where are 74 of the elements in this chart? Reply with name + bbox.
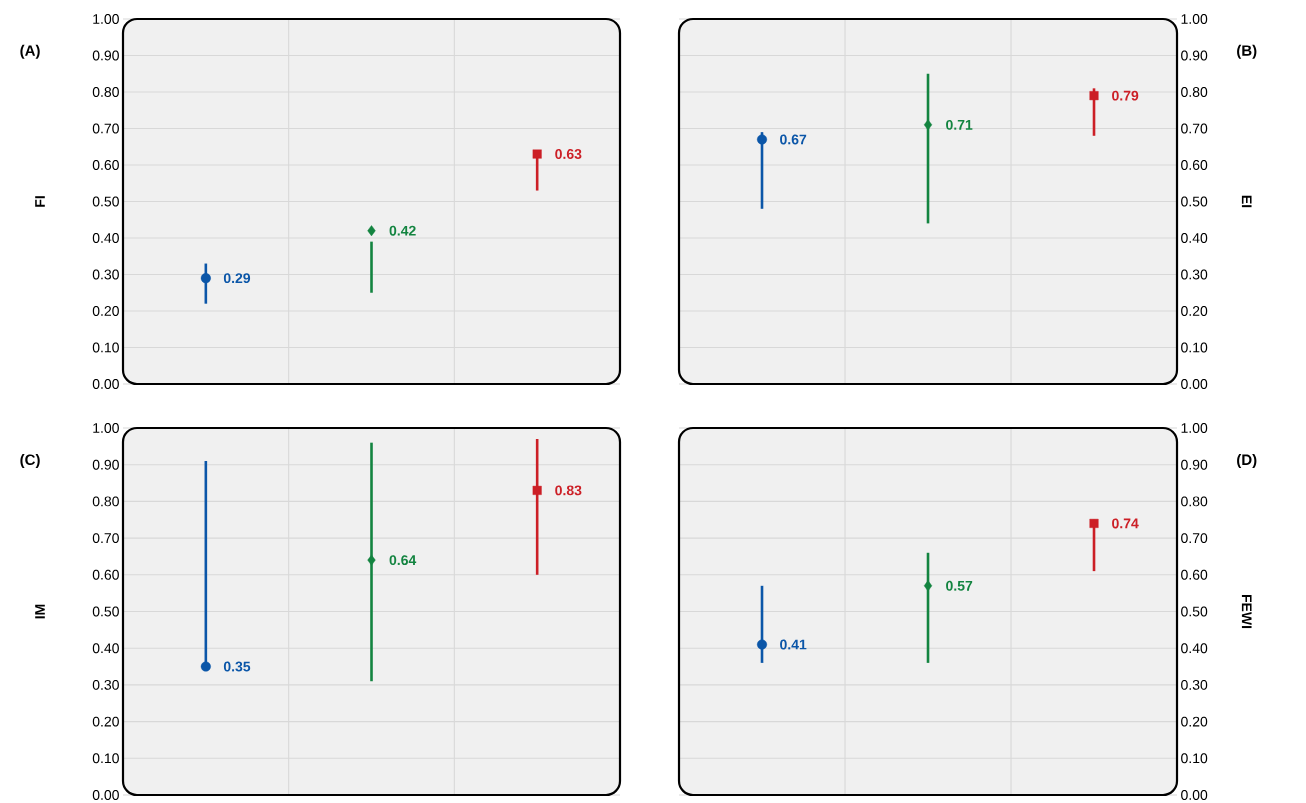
point (1089, 91, 1099, 101)
y-tick-label: 0.40 (92, 233, 119, 243)
data-label: 0.35 (223, 661, 251, 672)
point (200, 661, 211, 672)
y-tick-label: 0.60 (92, 569, 119, 580)
data-label: 0.42 (389, 225, 416, 236)
y2-axis-title: FEWI (1241, 594, 1252, 629)
y2-axis-title: EI (1241, 195, 1252, 208)
data-label: 0.79 (1112, 90, 1139, 101)
y-tick-label: 0.10 (92, 753, 119, 764)
text: (A) (20, 44, 40, 59)
y2-tick-label: 0.40 (1181, 233, 1208, 243)
y2-tick-label: 1.00 (1181, 14, 1208, 24)
y-tick-label: 0.00 (92, 790, 119, 800)
data-label: 0.74 (1112, 518, 1139, 529)
y2-tick-label: 0.20 (1181, 306, 1208, 316)
data-label: 0.63 (555, 149, 582, 160)
y-tick-label: 1.00 (93, 423, 119, 433)
data-label: 0.67 (780, 134, 807, 145)
y-tick-label: 0.80 (92, 496, 119, 507)
y-tick-label: 0.80 (92, 87, 119, 97)
y-tick-label: 0.20 (92, 716, 119, 727)
y2-tick-label: 0.50 (1181, 196, 1208, 207)
text: (B) (1237, 44, 1257, 59)
point (757, 639, 768, 650)
text: (C) (20, 454, 40, 469)
y2-tick-label: 0.00 (1181, 790, 1208, 800)
y2-tick-label: 0.50 (1181, 606, 1208, 617)
y2-tick-label: 0.10 (1181, 753, 1208, 764)
point (200, 273, 211, 284)
text: (D) (1237, 454, 1257, 469)
point (757, 134, 768, 145)
data-label: 0.71 (946, 119, 973, 130)
y2-tick-label: 0.90 (1181, 50, 1208, 61)
point (532, 485, 542, 495)
data-label: 0.64 (389, 555, 417, 566)
y-tick-label: 0.50 (92, 196, 119, 207)
y-tick-label: 0.30 (92, 679, 119, 690)
point (1089, 518, 1099, 528)
y2-tick-label: 0.70 (1181, 533, 1208, 544)
y-tick-label: 0.90 (92, 459, 119, 470)
y-tick-label: 1.00 (93, 14, 119, 24)
y2-tick-label: 0.70 (1181, 123, 1208, 134)
point (532, 149, 542, 159)
data-label: 0.57 (946, 580, 973, 591)
y2-tick-label: 0.10 (1181, 342, 1208, 353)
data-label: 0.29 (223, 273, 251, 284)
y-tick-label: 0.00 (92, 379, 119, 389)
y-axis-title: IM (35, 604, 45, 619)
y2-tick-label: 0.30 (1181, 679, 1208, 690)
data-label: 0.41 (780, 639, 807, 650)
y2-tick-label: 0.20 (1181, 716, 1208, 727)
y-tick-label: 0.90 (92, 50, 119, 61)
data-label: 0.83 (555, 485, 582, 496)
y-tick-label: 0.70 (92, 533, 119, 544)
y-tick-label: 0.20 (92, 306, 119, 316)
point (367, 554, 376, 566)
y2-tick-label: 0.40 (1181, 643, 1208, 654)
y2-tick-label: 1.00 (1181, 423, 1208, 433)
y2-tick-label: 0.00 (1181, 379, 1208, 389)
y2-tick-label: 0.60 (1181, 569, 1208, 580)
y-tick-label: 0.60 (92, 160, 119, 170)
y2-tick-label: 0.80 (1181, 87, 1208, 97)
y2-tick-label: 0.30 (1181, 269, 1208, 280)
y-tick-label: 0.50 (92, 606, 119, 617)
y-tick-label: 0.40 (92, 643, 119, 654)
y2-tick-label: 0.60 (1181, 160, 1208, 170)
y-tick-label: 0.10 (92, 342, 119, 353)
point (367, 225, 376, 237)
y-axis-title: FI (35, 196, 45, 207)
y2-tick-label: 0.90 (1181, 459, 1208, 470)
y-tick-label: 0.70 (92, 123, 119, 134)
y2-tick-label: 0.80 (1181, 496, 1208, 507)
y-tick-label: 0.30 (92, 269, 119, 280)
